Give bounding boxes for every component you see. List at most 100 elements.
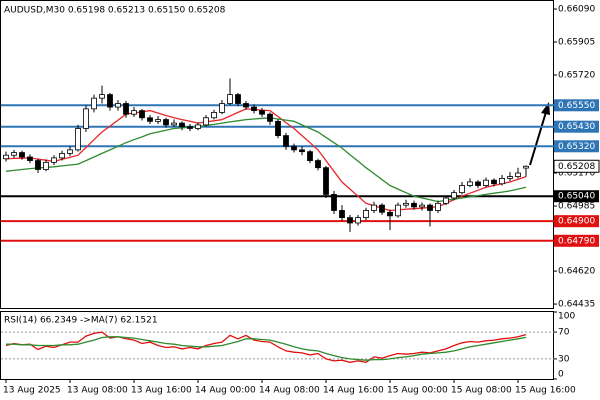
- candle-body: [387, 211, 393, 217]
- candle-body: [59, 153, 65, 159]
- y-tick-label: 70: [558, 328, 570, 338]
- chart-title: AUDUSD,M30 0.65198 0.65213 0.65150 0.652…: [4, 6, 226, 16]
- price-label-box: [553, 159, 600, 173]
- price-panel: [0, 0, 554, 309]
- x-tick-label: 15 Aug 00:00: [387, 386, 448, 396]
- candle-body: [435, 202, 441, 211]
- candle-body: [363, 210, 369, 219]
- candle-body: [443, 197, 449, 204]
- candle-body: [187, 126, 193, 129]
- candle-body: [27, 156, 33, 161]
- candle-body: [291, 145, 297, 151]
- candle-body: [51, 157, 57, 163]
- candle-body: [459, 185, 465, 194]
- candle-body: [379, 204, 385, 213]
- candle-body: [419, 204, 425, 208]
- candle-body: [515, 172, 521, 178]
- candle-body: [483, 179, 489, 186]
- candle-body: [99, 94, 105, 99]
- level-label-box: [554, 215, 599, 228]
- candle-body: [427, 204, 433, 211]
- candle-body: [499, 177, 505, 185]
- level-label: 0.65040: [558, 192, 595, 202]
- candle-body: [107, 94, 113, 108]
- y-tick-label: 0: [558, 370, 564, 380]
- candle-body: [195, 124, 201, 129]
- candle-body: [243, 103, 249, 108]
- candle-body: [251, 106, 257, 112]
- y-tick-label: 0.65905: [558, 38, 595, 48]
- candle-body: [267, 113, 273, 122]
- x-tick-label: 14 Aug 08:00: [259, 386, 320, 396]
- candle-body: [11, 152, 17, 156]
- y-tick-label: 0.65170: [558, 169, 595, 179]
- candle-body: [83, 108, 89, 129]
- candle-body: [123, 103, 129, 115]
- price-label: 0.65208: [558, 162, 595, 172]
- level-label-box: [554, 99, 599, 112]
- x-tick-label: 15 Aug 16:00: [515, 386, 576, 396]
- candle-body: [355, 217, 361, 224]
- candle-body: [211, 112, 217, 119]
- candle-body: [315, 160, 321, 169]
- candle-body: [299, 149, 305, 153]
- candle-body: [155, 119, 161, 122]
- level-label-box: [554, 120, 599, 133]
- level-label: 0.65320: [558, 142, 595, 152]
- candle-body: [91, 97, 97, 110]
- candle-body: [147, 117, 153, 122]
- y-tick-label: 0.66090: [558, 5, 595, 15]
- candle-body: [451, 192, 457, 199]
- candle-body: [67, 149, 73, 154]
- arrow: [529, 111, 547, 166]
- level-label: 0.65430: [558, 122, 595, 132]
- candle-body: [19, 152, 25, 158]
- candle-body: [275, 120, 281, 137]
- line-series: [5, 117, 527, 203]
- candle-body: [467, 181, 473, 186]
- candle-body: [163, 119, 169, 126]
- candle-body: [259, 110, 265, 115]
- candle-body: [347, 217, 353, 224]
- line-series: [6, 336, 527, 361]
- y-tick-label: 0.65720: [558, 70, 595, 80]
- y-tick-label: 0.64435: [558, 300, 595, 310]
- candle-body: [403, 202, 409, 206]
- candle-body: [43, 161, 49, 170]
- candle-body: [75, 128, 81, 151]
- x-tick-label: 13 Aug 16:00: [131, 386, 192, 396]
- x-tick-label: 15 Aug 08:00: [451, 386, 512, 396]
- candle-body: [339, 210, 345, 219]
- x-tick-label: 13 Aug 2025: [3, 386, 61, 396]
- candle-body: [131, 110, 137, 115]
- candle-body: [475, 181, 481, 186]
- level-label: 0.65550: [558, 101, 595, 111]
- candle-body: [219, 103, 225, 113]
- candle-body: [139, 110, 145, 119]
- level-label-box: [554, 234, 599, 247]
- x-tick-label: 14 Aug 00:00: [195, 386, 256, 396]
- y-tick-label: 0.64985: [558, 202, 595, 212]
- level-label: 0.64790: [558, 236, 595, 246]
- candle-body: [235, 94, 241, 104]
- candle-body: [331, 194, 337, 211]
- candle-body: [227, 94, 233, 104]
- candle-body: [307, 151, 313, 161]
- level-label: 0.64900: [558, 217, 595, 227]
- candle-body: [115, 103, 121, 108]
- x-tick-label: 13 Aug 08:00: [67, 386, 128, 396]
- candle-body: [411, 202, 417, 208]
- candle-body: [3, 154, 9, 160]
- candle-body: [171, 122, 177, 126]
- candle-body: [523, 165, 529, 169]
- candle-body: [371, 204, 377, 211]
- candle-body: [35, 160, 41, 170]
- line-series: [5, 331, 527, 363]
- candle-body: [491, 179, 497, 185]
- candle-body: [323, 167, 329, 195]
- candle-body: [179, 122, 185, 128]
- y-tick-label: 100: [558, 312, 575, 322]
- y-tick-label: 30: [558, 354, 570, 364]
- rsi-title: RSI(14) 66.2349 ->MA(7) 62.1521: [4, 316, 158, 326]
